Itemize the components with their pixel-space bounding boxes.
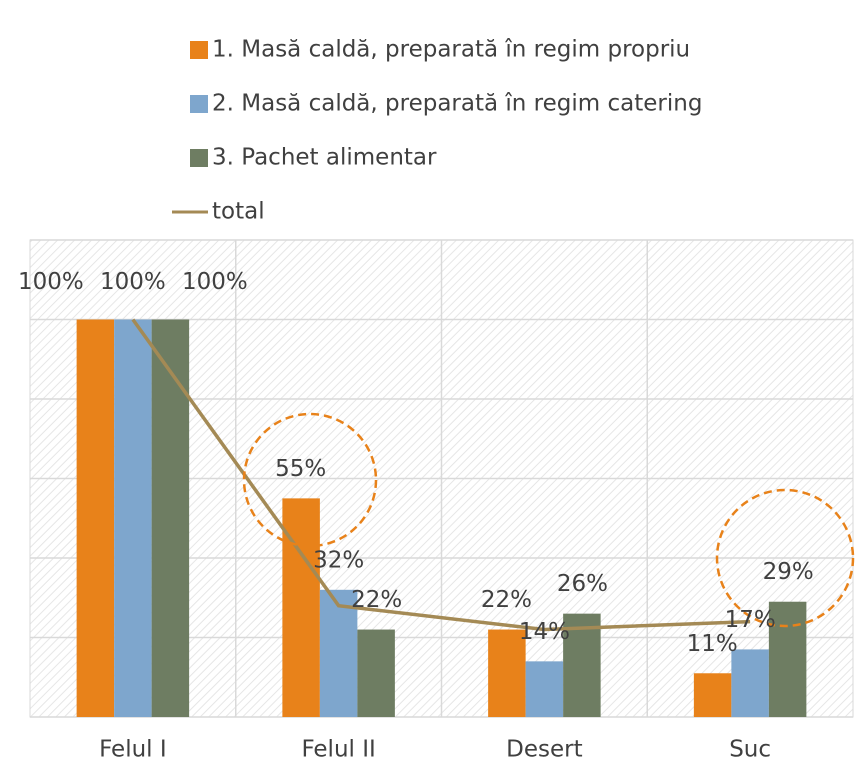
- data-label: 100%: [18, 269, 84, 295]
- legend-label: total: [212, 199, 265, 225]
- x-tick-label: Suc: [729, 737, 771, 763]
- data-label: 100%: [182, 269, 248, 295]
- bar: [357, 629, 395, 717]
- data-label: 17%: [725, 607, 776, 633]
- legend-label: 3. Pachet alimentar: [212, 145, 437, 171]
- highlight-circle: [715, 488, 855, 628]
- total-line: [131, 318, 751, 632]
- bar: [114, 319, 152, 717]
- legend-swatch: [190, 41, 208, 59]
- x-tick-label: Felul II: [301, 737, 375, 763]
- data-label: 14%: [519, 619, 570, 645]
- legend-label: 2. Masă caldă, preparată în regim cateri…: [212, 91, 702, 117]
- bar: [488, 629, 526, 717]
- data-label: 22%: [481, 587, 532, 613]
- bar: [76, 319, 115, 717]
- bar: [319, 589, 358, 717]
- bar: [693, 673, 732, 717]
- legend-label: 1. Masă caldă, preparată în regim propri…: [212, 37, 690, 63]
- x-tick-label: Desert: [506, 737, 582, 763]
- legend-swatch: [190, 149, 208, 167]
- legend-swatch: [190, 95, 208, 113]
- data-label: 29%: [763, 559, 814, 585]
- bar: [282, 498, 320, 717]
- bar: [151, 319, 190, 717]
- data-label: 11%: [687, 631, 738, 657]
- bar: [563, 613, 601, 717]
- data-label: 32%: [313, 547, 364, 573]
- data-label: 26%: [557, 571, 608, 597]
- bar: [525, 661, 564, 717]
- bar: [731, 649, 769, 717]
- data-label: 55%: [275, 456, 326, 482]
- data-label: 100%: [100, 269, 166, 295]
- highlight-circle: [242, 412, 378, 548]
- bar: [768, 601, 807, 717]
- data-label: 22%: [351, 587, 402, 613]
- x-tick-label: Felul I: [99, 737, 167, 763]
